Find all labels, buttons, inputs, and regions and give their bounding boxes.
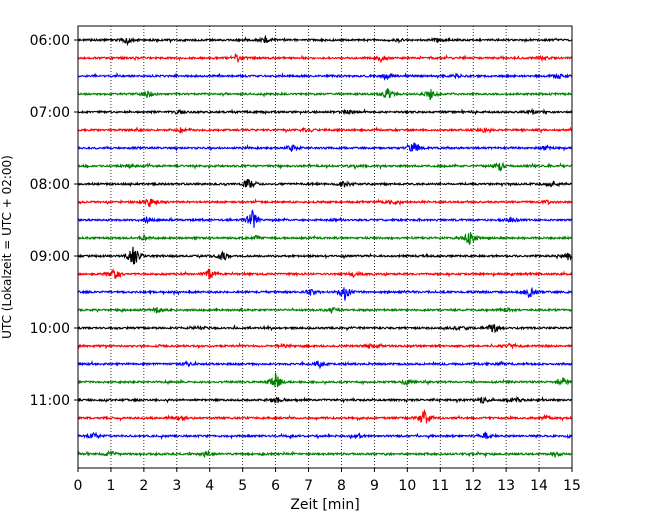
trace-0900 (77, 246, 573, 265)
trace-1000 (77, 324, 573, 334)
trace-0615 (77, 53, 573, 64)
trace-0845 (77, 232, 573, 245)
trace-1045 (77, 372, 573, 388)
trace-group (77, 34, 573, 459)
y-tick-label: 08:00 (30, 177, 70, 193)
trace-0830 (77, 209, 573, 228)
trace-0730 (77, 142, 573, 153)
y-tick-label: 11:00 (30, 393, 70, 409)
trace-0915 (77, 268, 573, 280)
y-tick-label: 10:00 (30, 321, 70, 337)
y-tick-label: 06:00 (30, 33, 70, 49)
trace-0930 (77, 286, 573, 301)
y-tick-label: 07:00 (30, 105, 70, 121)
y-axis-label: UTC (Lokalzeit = UTC + 02:00) (0, 155, 14, 339)
trace-0600 (77, 34, 573, 47)
trace-0630 (77, 71, 573, 81)
x-axis-ticks: 0 1 2 3 4 5 6 7 8 9 10 11 12 13 14 15 (74, 468, 581, 494)
x-tick-label: 15 (563, 478, 581, 494)
x-tick-label: 2 (139, 478, 148, 494)
y-tick-label: 09:00 (30, 249, 70, 265)
trace-1100 (77, 395, 573, 404)
x-tick-label: 6 (271, 478, 280, 494)
trace-1130 (77, 431, 573, 441)
x-axis-label: Zeit [min] (290, 497, 359, 513)
x-tick-label: 4 (205, 478, 214, 494)
x-tick-label: 7 (304, 478, 313, 494)
trace-0745 (77, 161, 572, 173)
plot-frame (77, 25, 573, 469)
trace-1145 (77, 449, 573, 459)
trace-0715 (77, 126, 572, 135)
trace-0815 (77, 198, 573, 208)
x-tick-label: 10 (398, 478, 416, 494)
x-tick-label: 8 (337, 478, 346, 494)
trace-1030 (78, 359, 573, 370)
trace-0700 (77, 107, 573, 116)
x-tick-label: 5 (238, 478, 247, 494)
trace-0645 (77, 87, 573, 100)
trace-1015 (77, 341, 573, 350)
x-tick-label: 3 (172, 478, 181, 494)
x-tick-label: 0 (74, 478, 83, 494)
x-tick-label: 1 (106, 478, 115, 494)
trace-0800 (77, 178, 573, 189)
x-tick-label: 14 (530, 478, 548, 494)
x-tick-label: 9 (370, 478, 379, 494)
y-axis-ticks: 06:00 07:00 08:00 09:00 10:00 11:00 (30, 33, 78, 409)
x-tick-label: 12 (464, 478, 482, 494)
trace-1115 (77, 408, 573, 424)
x-tick-label: 13 (497, 478, 515, 494)
x-tick-label: 11 (431, 478, 449, 494)
trace-0945 (77, 306, 573, 314)
